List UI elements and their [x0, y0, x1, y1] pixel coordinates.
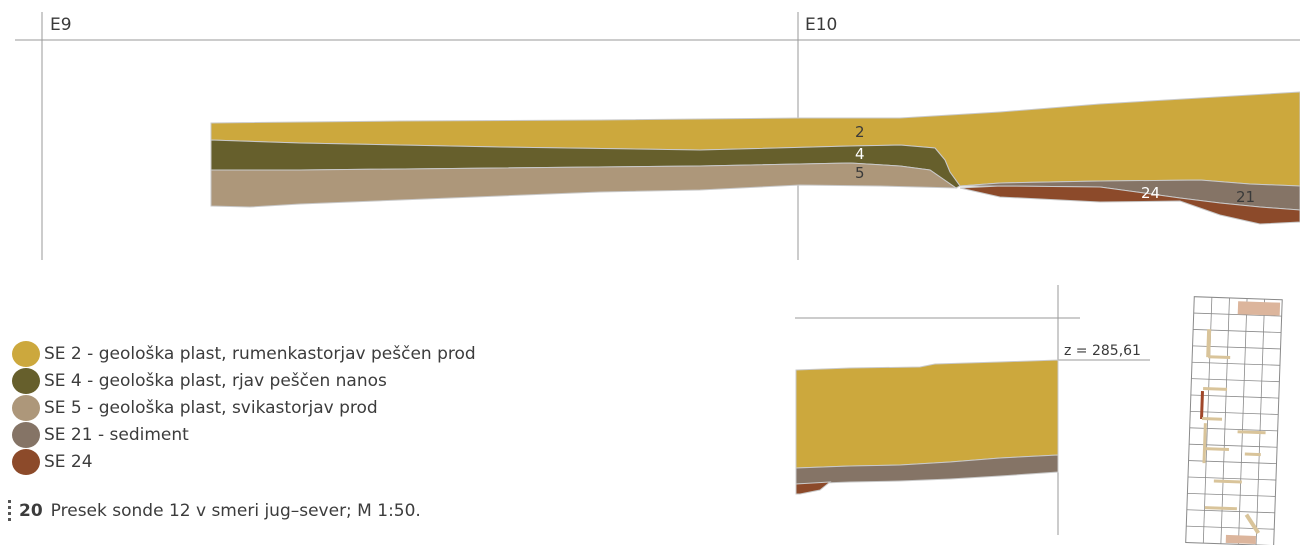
legend-item-se2: SE 2 - geološka plast, rumenkastorjav pe…: [12, 340, 476, 367]
inset-layer-se2: [795, 359, 1059, 469]
layer-label-21: 21: [1236, 188, 1255, 206]
site-plan-grid-line: [1255, 299, 1266, 545]
figure-caption: 20 Presek sonde 12 v smeri jug–sever; M …: [8, 500, 421, 522]
site-plan-grid-line: [1220, 297, 1230, 544]
site-plan-grid-line: [1238, 298, 1248, 545]
site-plan-grid-line: [1187, 476, 1276, 481]
site-plan-beam: [1244, 513, 1261, 535]
site-plan-grid-line: [1190, 394, 1279, 399]
site-plan-beam: [1244, 452, 1261, 457]
legend: SE 2 - geološka plast, rumenkastorjav pe…: [12, 340, 476, 475]
legend-item-se24: SE 24: [12, 448, 476, 475]
site-plan-grid-line: [1186, 525, 1275, 530]
grid-label-e10: E10: [805, 15, 837, 35]
site-plan-beam: [1208, 355, 1231, 359]
caption-marker-icon: [8, 500, 11, 522]
site-plan-grid-line: [1186, 509, 1275, 514]
legend-item-se4: SE 4 - geološka plast, rjav peščen nanos: [12, 367, 476, 394]
site-plan-grid-line: [1190, 411, 1279, 415]
legend-swatch-se4: [12, 367, 40, 394]
elevation-label: z = 285,61: [1064, 343, 1141, 359]
figure-number: 20: [19, 501, 43, 521]
site-plan-beam: [1202, 423, 1207, 464]
site-plan-beam: [1213, 479, 1242, 484]
site-plan-grid-line: [1191, 361, 1280, 366]
site-plan-grid-line: [1193, 312, 1282, 317]
site-plan-beam: [1206, 329, 1212, 358]
site-plan-beam: [1200, 390, 1204, 420]
site-plan-grid-line: [1187, 492, 1276, 497]
site-plan-grid-line: [1191, 378, 1280, 383]
site-plan-beam: [1204, 506, 1237, 511]
legend-swatch-se2: [12, 340, 40, 367]
layer-label-2: 2: [855, 123, 865, 141]
caption-text: Presek sonde 12 v smeri jug–sever; M 1:5…: [50, 501, 421, 521]
site-plan-beam: [1204, 447, 1230, 451]
legend-swatch-se5: [12, 394, 40, 421]
legend-swatch-se24: [12, 448, 40, 475]
site-plan: [1185, 296, 1283, 545]
layer-se24: [959, 185, 1300, 225]
legend-item-se21: SE 21 - sediment: [12, 421, 476, 448]
legend-label-se4: SE 4 - geološka plast, rjav peščen nanos: [44, 370, 387, 391]
legend-label-se2: SE 2 - geološka plast, rumenkastorjav pe…: [44, 343, 476, 364]
inset-profile: z = 285,61: [795, 285, 1150, 535]
layer-label-5: 5: [855, 164, 865, 182]
site-plan-beam: [1237, 430, 1266, 435]
legend-label-se21: SE 21 - sediment: [44, 424, 189, 445]
layer-se5: [210, 162, 958, 208]
grid-label-e9: E9: [50, 15, 72, 35]
site-plan-patch-bottom: [1225, 534, 1256, 544]
inset-layer-se24: [795, 481, 832, 495]
site-plan-beam: [1201, 417, 1223, 421]
site-plan-patch-top: [1237, 301, 1281, 316]
site-plan-beam: [1203, 387, 1228, 391]
layer-label-24: 24: [1141, 184, 1160, 202]
inset-layer-se21: [795, 454, 1059, 485]
legend-item-se5: SE 5 - geološka plast, svikastorjav prod: [12, 394, 476, 421]
legend-label-se24: SE 24: [44, 451, 93, 472]
legend-label-se5: SE 5 - geološka plast, svikastorjav prod: [44, 397, 378, 418]
layer-label-4: 4: [855, 145, 865, 163]
legend-swatch-se21: [12, 421, 40, 448]
